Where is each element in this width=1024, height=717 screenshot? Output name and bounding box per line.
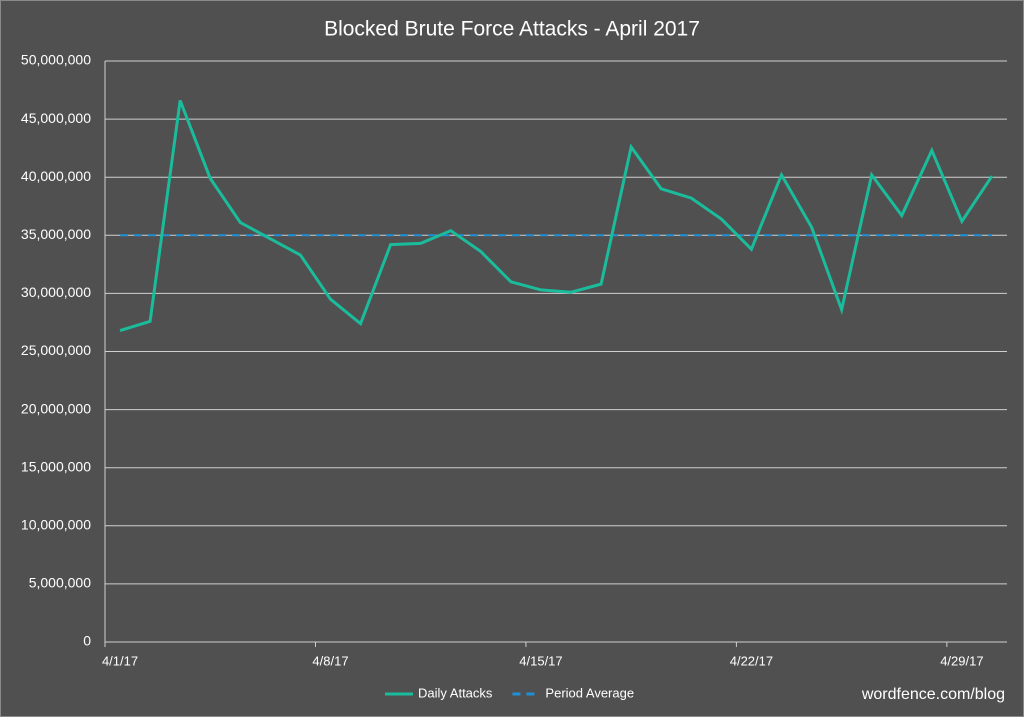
legend-label: Period Average — [545, 685, 634, 700]
y-tick-label: 10,000,000 — [21, 517, 91, 533]
y-tick-label: 0 — [83, 633, 91, 649]
y-tick-label: 30,000,000 — [21, 284, 91, 300]
y-tick-label: 45,000,000 — [21, 110, 91, 126]
y-tick-label: 40,000,000 — [21, 168, 91, 184]
x-tick-label: 4/15/17 — [519, 653, 562, 668]
y-tick-label: 15,000,000 — [21, 458, 91, 474]
y-tick-label: 25,000,000 — [21, 342, 91, 358]
y-tick-label: 20,000,000 — [21, 400, 91, 416]
x-tick-label: 4/29/17 — [940, 653, 983, 668]
y-tick-label: 35,000,000 — [21, 226, 91, 242]
x-tick-label: 4/1/17 — [102, 653, 138, 668]
data-line — [119, 99, 994, 333]
x-tick-label: 4/8/17 — [312, 653, 348, 668]
chart-title: Blocked Brute Force Attacks - April 2017 — [324, 18, 700, 41]
source-note: wordfence.com/blog — [861, 686, 1005, 703]
y-tick-label: 50,000,000 — [21, 52, 91, 68]
y-tick-label: 5,000,000 — [29, 575, 91, 591]
legend-label: Daily Attacks — [418, 685, 493, 700]
x-tick-label: 4/22/17 — [730, 653, 773, 668]
